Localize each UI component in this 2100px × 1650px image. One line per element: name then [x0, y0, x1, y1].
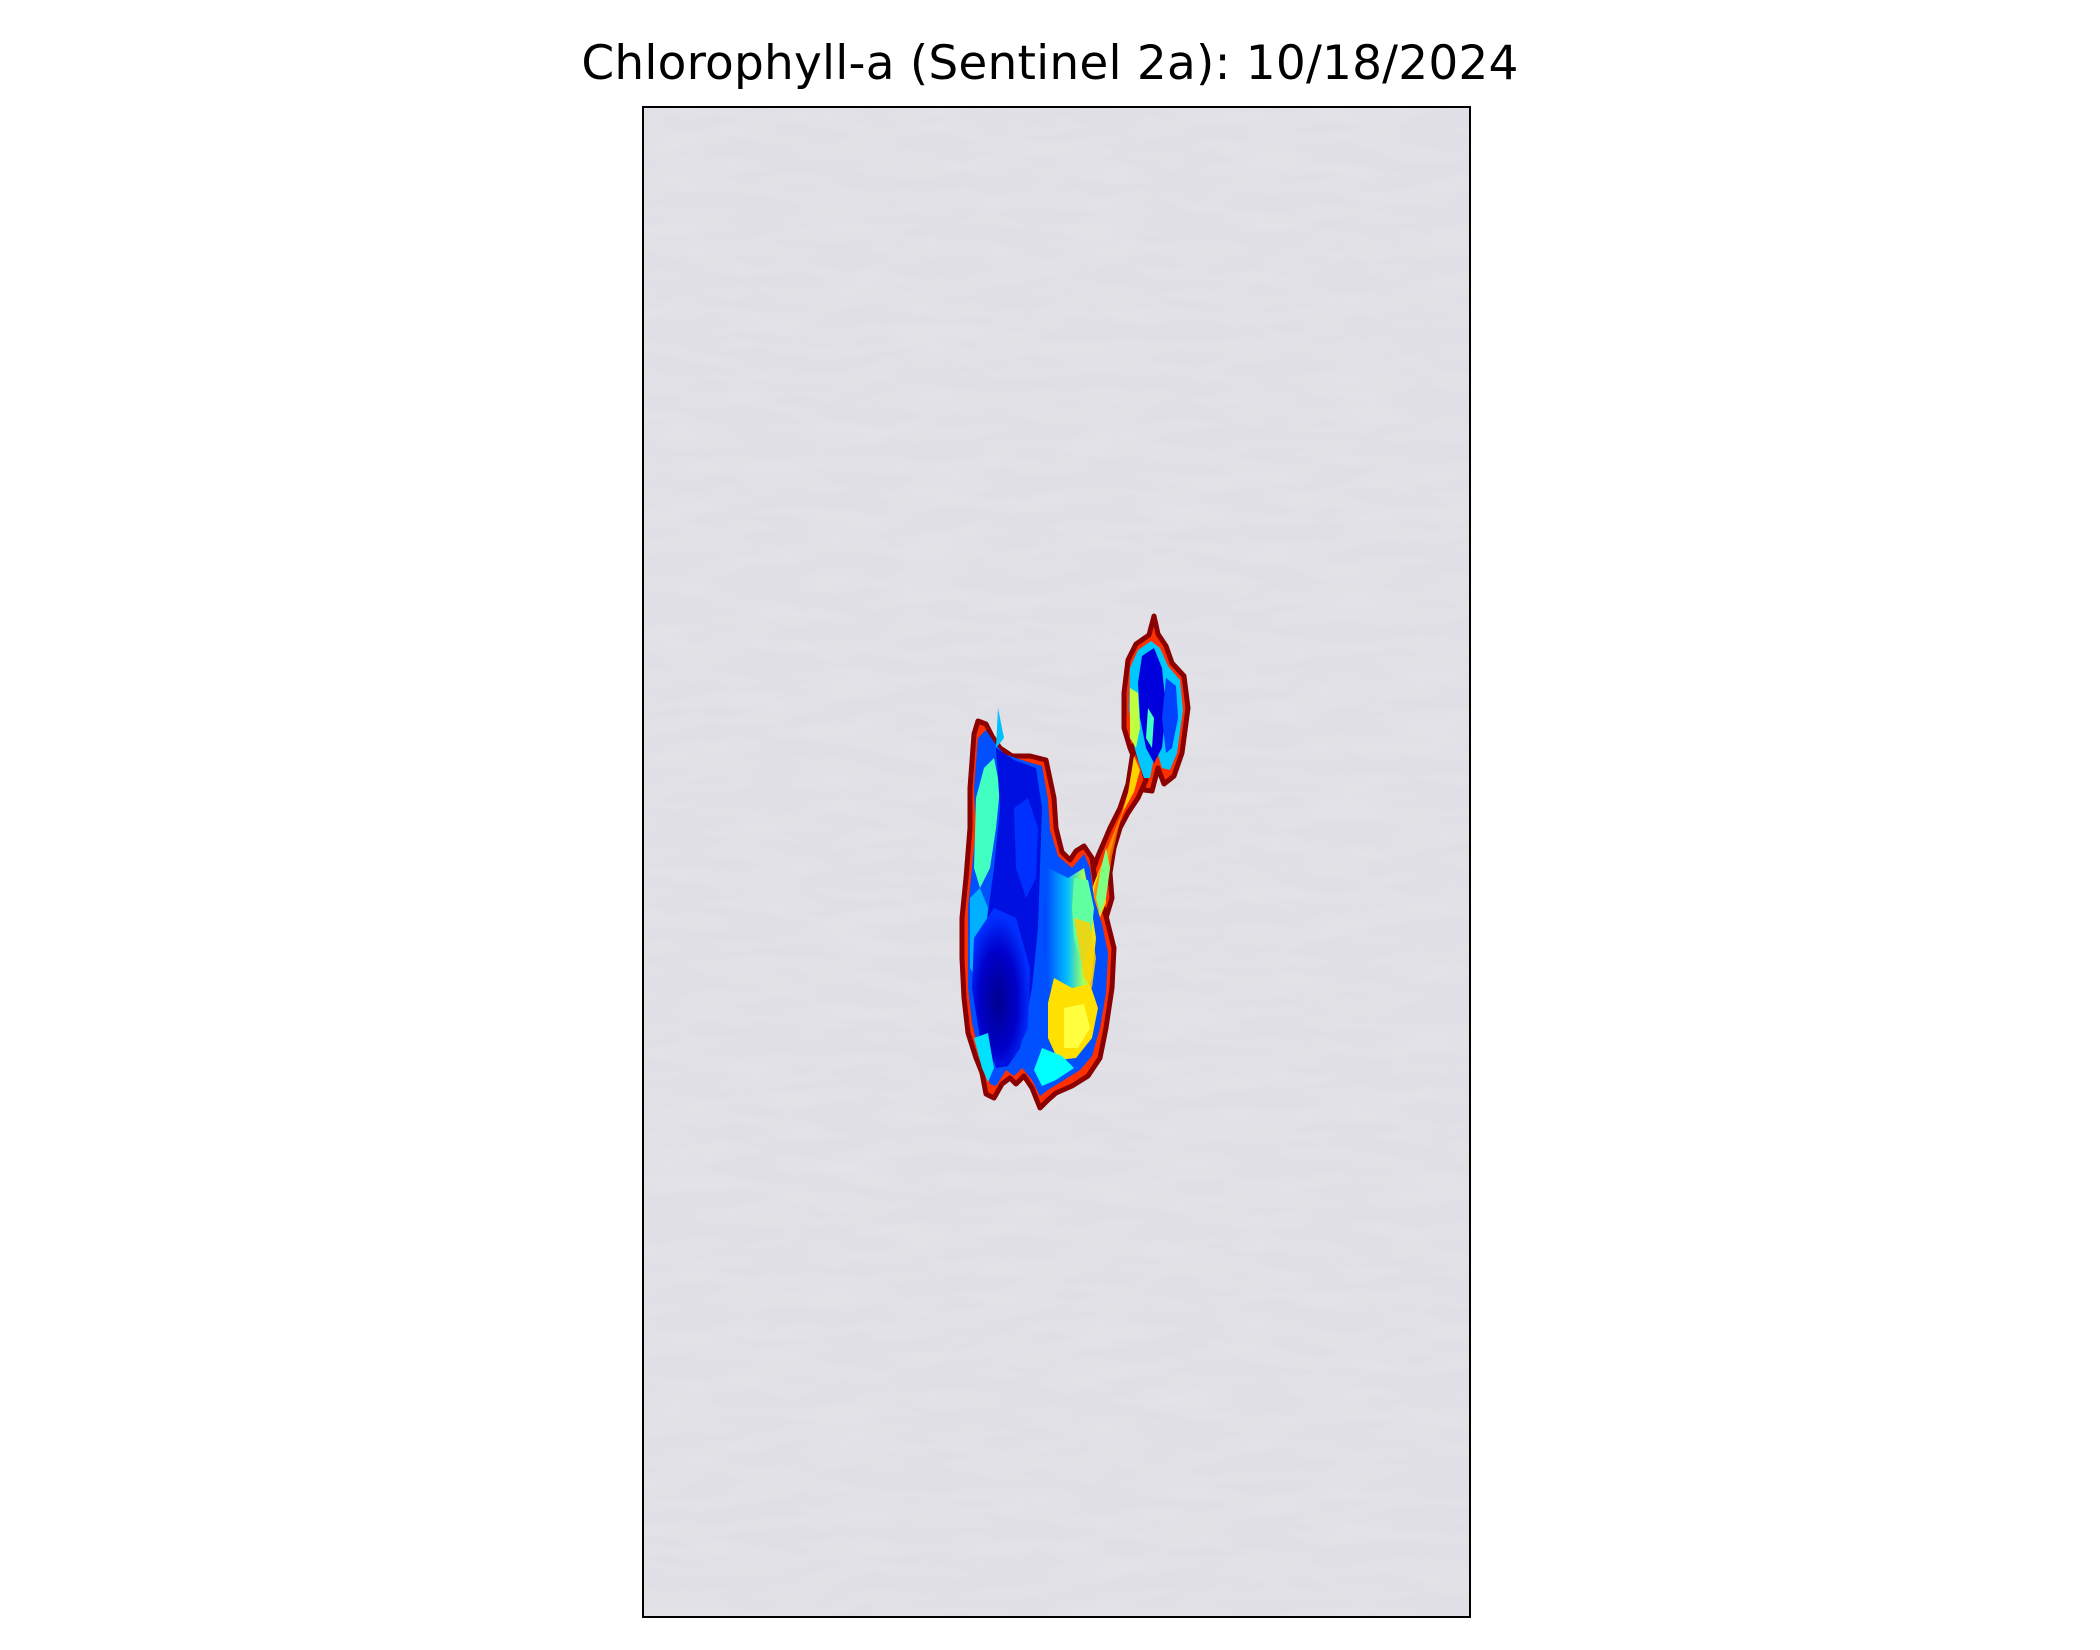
map-frame [642, 106, 1471, 1618]
chlorophyll-map [644, 108, 1469, 1616]
south-basin-fill [968, 708, 1108, 1096]
north-basin-fill [1129, 641, 1183, 778]
map-title: Chlorophyll-a (Sentinel 2a): 10/18/2024 [581, 36, 1519, 91]
channel-fill [1081, 756, 1140, 934]
